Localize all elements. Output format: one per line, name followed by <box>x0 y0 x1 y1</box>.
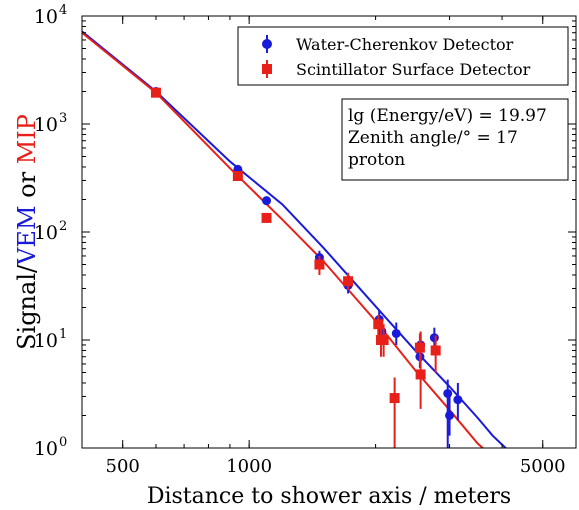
y-axis-label-part: or <box>13 164 41 205</box>
data-point <box>378 335 389 345</box>
x-axis-label: Distance to shower axis / meters <box>147 484 511 509</box>
y-tick-exponent: 0 <box>59 435 67 450</box>
y-tick-exponent: 1 <box>59 327 67 342</box>
annotation-line: lg (Energy/eV) = 19.97 <box>348 106 547 126</box>
y-tick-label: 10 <box>34 438 58 460</box>
y-tick-exponent: 4 <box>59 3 67 18</box>
legend-marker <box>262 64 272 74</box>
y-axis-label: Signal/VEM or MIP <box>13 114 41 350</box>
legend-box <box>237 26 569 86</box>
annotation-frame <box>341 98 569 181</box>
y-tick-label: 10 <box>34 330 58 352</box>
legend-marker <box>262 39 272 49</box>
data-point <box>232 171 243 182</box>
y-tick-label: 10 <box>34 114 58 136</box>
annotation-line: Zenith angle/° = 17 <box>348 128 518 148</box>
data-point <box>415 369 426 380</box>
data-point <box>445 410 455 420</box>
data-point <box>314 259 325 270</box>
data-series <box>150 86 463 448</box>
legend-label: Water-Cherenkov Detector <box>296 35 514 54</box>
legend-label: Scintillator Surface Detector <box>296 60 531 79</box>
data-point <box>343 276 354 287</box>
y-tick-label: 10 <box>34 222 58 244</box>
legend: Water-Cherenkov Detector Scintillator Sur… <box>237 26 569 86</box>
y-tick-label: 10 <box>34 6 58 28</box>
data-point <box>429 333 439 343</box>
y-axis-label-part: MIP <box>13 114 41 164</box>
data-point <box>262 196 272 206</box>
data-point <box>443 388 453 398</box>
y-axis-label-part: VEM <box>13 205 41 265</box>
data-point <box>389 393 400 404</box>
fit-line-1 <box>82 30 507 448</box>
series-2 <box>150 87 441 448</box>
data-point <box>150 87 161 98</box>
y-axis-label-part: Signal/ <box>13 264 41 350</box>
x-tick-label: 5000 <box>520 456 566 477</box>
y-tick-exponent: 3 <box>59 111 67 126</box>
fit-line-2 <box>82 31 484 448</box>
x-tick-label: 500 <box>106 456 140 477</box>
y-tick-exponent: 2 <box>59 219 67 234</box>
data-point <box>430 345 441 356</box>
data-point <box>373 319 384 330</box>
data-point <box>453 395 463 405</box>
x-tick-label: 1000 <box>226 456 272 477</box>
annotation-line: proton <box>348 150 405 170</box>
data-point <box>261 212 272 223</box>
fit-lines <box>82 30 507 448</box>
data-point <box>391 328 401 338</box>
